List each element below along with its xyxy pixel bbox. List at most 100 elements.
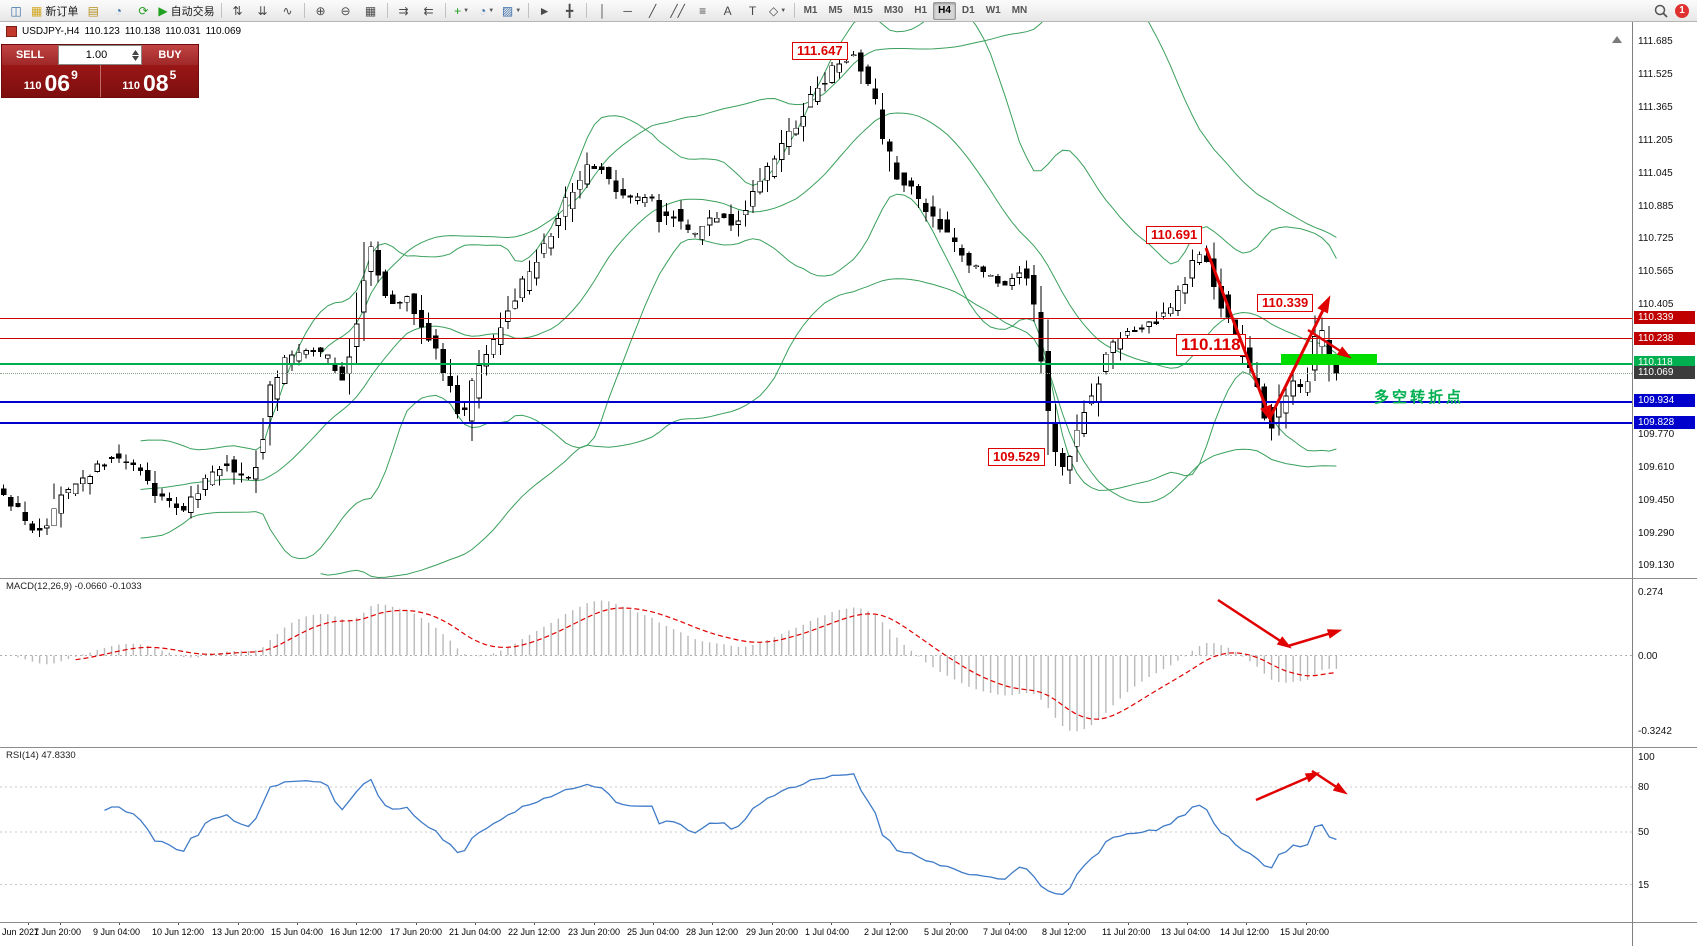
scroll-chart-button[interactable]: ⇅ (226, 2, 250, 20)
text-button[interactable]: A (716, 2, 740, 20)
sell-button[interactable]: 110 06 9 (2, 65, 100, 97)
volume-field[interactable]: 1.00 (58, 45, 142, 65)
timeframe-m15[interactable]: M15 (853, 5, 873, 16)
channel-button[interactable]: ╱╱ (666, 2, 690, 20)
shift-chart-button[interactable]: ⇊ (251, 2, 275, 20)
tile-windows-button[interactable]: ▦ (359, 2, 383, 20)
refresh-button[interactable]: ⟳ (131, 2, 155, 20)
price-tick: 109.290 (1638, 527, 1675, 539)
rsi-axis-label: 80 (1638, 782, 1650, 793)
price-badge: 110.069 (1634, 366, 1695, 380)
price-annotation[interactable]: 110.339 (1257, 294, 1314, 312)
time-tick (772, 922, 773, 925)
cn-annotation[interactable]: 多空转折点 (1374, 389, 1465, 406)
shapes-button[interactable]: ◇ ▼ (766, 2, 790, 20)
timeframe-h1[interactable]: H1 (914, 5, 928, 16)
horizontal-level-line[interactable] (0, 400, 1632, 403)
chart-shift-button[interactable]: ⇇ (417, 2, 441, 20)
crosshair-button[interactable]: ╋ (558, 2, 582, 20)
shift-chart-icon: ⇊ (257, 3, 268, 18)
price-badge: 110.339 (1634, 311, 1695, 325)
time-tick (1009, 922, 1010, 925)
rsi-panel[interactable] (0, 747, 1632, 922)
panel-separator[interactable] (0, 747, 1697, 748)
rsi-indicator-label: RSI(14) 47.8330 (6, 750, 76, 761)
price-annotation[interactable]: 110.118 (1176, 334, 1246, 357)
time-label: 8 Jul 12:00 (1042, 927, 1087, 937)
template-button[interactable]: ▨ ▼ (500, 2, 524, 20)
time-tick (1128, 922, 1129, 925)
macd-panel[interactable] (0, 578, 1632, 747)
trendline-button[interactable]: ╱ (641, 2, 665, 20)
volume-decrease-stepper[interactable] (132, 55, 139, 61)
new-chart-button[interactable]: ◫ (4, 2, 28, 20)
zoom-out-button[interactable]: ⊖ (334, 2, 358, 20)
period-selector-button[interactable]: ◔ ▼ (475, 2, 499, 20)
rsi-axis-label: 100 (1638, 752, 1655, 763)
time-axis[interactable]: Jun 2021 7 Jun 20:00 9 Jun 04:00 10 Jun 12:… (0, 922, 1632, 946)
notification-badge[interactable]: 1 (1675, 3, 1689, 18)
label-button[interactable]: T (741, 2, 765, 20)
panel-separator[interactable] (0, 578, 1697, 579)
buy-price-figure: 110 (122, 80, 140, 92)
zoom-in-button[interactable]: ⊕ (309, 2, 333, 20)
volume-increase-stepper[interactable] (132, 49, 139, 55)
sell-label[interactable]: SELL (2, 45, 58, 65)
horizontal-level-line[interactable] (0, 338, 1632, 340)
symbol-period: USDJPY-,H4 (22, 26, 80, 37)
new-order-button[interactable]: ▦ 新订单 (29, 2, 80, 20)
caret-down-icon: ▼ (780, 7, 787, 14)
vertical-line-button[interactable]: │ (591, 2, 615, 20)
panel-separator[interactable] (0, 922, 1697, 923)
fibonacci-button[interactable]: ≡ (691, 2, 715, 20)
buy-label[interactable]: BUY (142, 45, 198, 65)
buy-button[interactable]: 110 08 5 (101, 65, 199, 97)
market-watch-button[interactable]: ▤ (81, 2, 105, 20)
time-label: 29 Jun 20:00 (746, 927, 799, 937)
time-tick (1068, 922, 1069, 925)
price-annotation[interactable]: 110.691 (1146, 226, 1203, 244)
line-mode-button[interactable]: ∿ (276, 2, 300, 20)
horizontal-line-button[interactable]: ─ (616, 2, 640, 20)
macd-axis-label: 0.274 (1638, 587, 1664, 599)
timeframe-mn[interactable]: MN (1011, 5, 1028, 16)
horizontal-line-icon: ─ (623, 3, 632, 18)
toolbar-right: 1 (1653, 3, 1693, 19)
horizontal-level-line[interactable] (0, 422, 1632, 425)
period-selector-icon: ◔ (478, 3, 487, 18)
time-label: Jun 2021 (2, 927, 40, 937)
timeframe-h4[interactable]: H4 (933, 1, 956, 20)
horizontal-level-line[interactable] (0, 372, 1632, 374)
time-tick (594, 922, 595, 925)
entry-zone-box[interactable] (1281, 354, 1377, 365)
timeframe-d1[interactable]: D1 (961, 5, 975, 16)
cursor-button[interactable]: ► (533, 2, 557, 20)
timeframe-w1[interactable]: W1 (985, 5, 1001, 16)
search-icon[interactable] (1653, 3, 1669, 19)
timeframe-m30[interactable]: M30 (883, 5, 904, 16)
buy-price-pips: 08 (142, 70, 169, 97)
bollinger-band (140, 22, 1337, 451)
volume-value[interactable]: 1.00 (85, 49, 108, 61)
autotrading-button[interactable]: ▶ 自动交易 (156, 2, 216, 20)
chart-autoscroll-marker (1612, 36, 1622, 43)
horizontal-level-line[interactable] (0, 317, 1632, 319)
sell-price-figure: 110 (23, 80, 42, 92)
price-annotation[interactable]: 111.647 (792, 42, 848, 60)
autoscroll-button[interactable]: ⇉ (392, 2, 416, 20)
new-order-button-label: 新订单 (45, 5, 79, 18)
price-axis[interactable]: 111.685 111.525 111.365 111.205 111.045 110.8… (1632, 22, 1697, 946)
timeframe-m1[interactable]: M1 (803, 5, 818, 16)
history-center-button[interactable]: ◔ (106, 2, 130, 20)
price-badge: 110.238 (1634, 331, 1695, 345)
price-annotation[interactable]: 109.529 (988, 448, 1045, 466)
main-price-chart[interactable] (0, 22, 1632, 578)
horizontal-level-line[interactable] (0, 362, 1632, 365)
add-indicator-button[interactable]: + ▼ (450, 2, 474, 20)
refresh-icon: ⟳ (138, 3, 149, 18)
bollinger-band (320, 278, 1337, 578)
timeframe-m5[interactable]: M5 (828, 5, 843, 16)
bollinger-band (140, 112, 1337, 490)
add-indicator-icon: + (454, 3, 462, 18)
